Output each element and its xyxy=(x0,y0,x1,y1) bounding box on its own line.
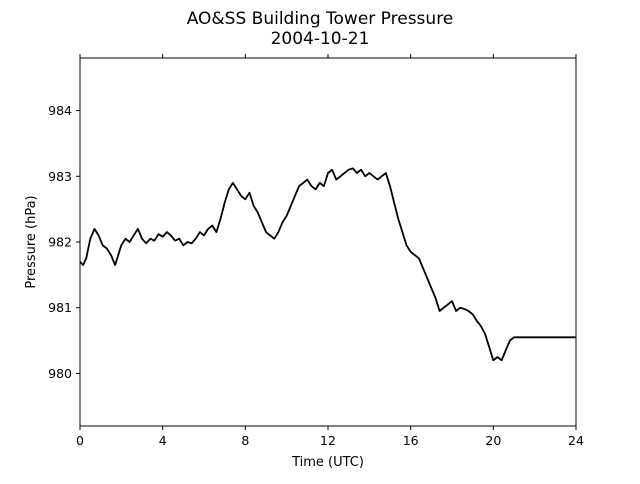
x-axis: 0 4 8 12 16 20 24 xyxy=(76,54,584,448)
x-tick-label: 0 xyxy=(76,433,84,448)
x-tick-label: 24 xyxy=(568,433,584,448)
y-tick-label: 984 xyxy=(48,103,72,118)
pressure-series-line xyxy=(79,167,576,362)
y-axis: 980 981 982 983 984 xyxy=(48,103,80,381)
y-tick-label: 982 xyxy=(48,235,72,250)
y-tick-label: 980 xyxy=(48,366,72,381)
x-tick-label: 4 xyxy=(159,433,167,448)
chart-title: AO&SS Building Tower Pressure xyxy=(187,9,454,29)
chart-subtitle: 2004-10-21 xyxy=(271,29,370,49)
x-tick-label: 16 xyxy=(403,433,419,448)
x-axis-label: Time (UTC) xyxy=(291,455,364,470)
plot-area xyxy=(79,57,577,427)
y-tick-label: 981 xyxy=(48,300,72,315)
x-tick-label: 20 xyxy=(485,433,501,448)
y-tick-label: 983 xyxy=(48,169,72,184)
x-tick-label: 8 xyxy=(241,433,249,448)
x-tick-label: 12 xyxy=(320,433,336,448)
y-axis-label: Pressure (hPa) xyxy=(24,195,39,288)
series-layer xyxy=(79,167,576,362)
